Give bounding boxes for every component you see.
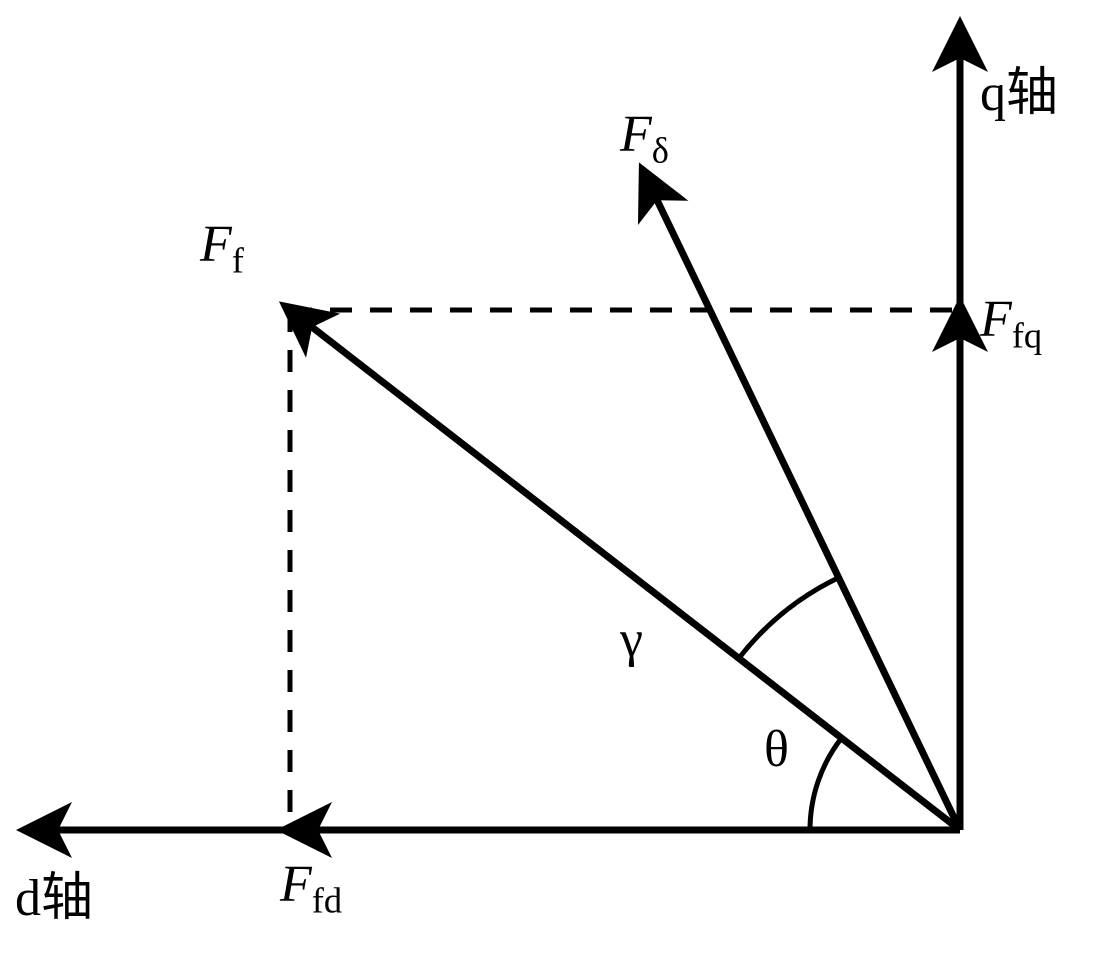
Ffd-label: Ffd [280, 855, 342, 921]
Ff-label: Ff [200, 215, 244, 281]
d-axis-label: d轴 [15, 855, 93, 930]
Fdelta-label: Fδ [620, 105, 669, 171]
gamma-label: γ [620, 610, 643, 669]
q-axis-label: q轴 [980, 50, 1058, 125]
diagram-svg [0, 0, 1104, 962]
vector-Ff [290, 310, 960, 830]
theta-label: θ [764, 720, 789, 779]
arc-gamma [739, 577, 839, 657]
Ffq-label: Ffq [980, 290, 1042, 356]
arc-theta [810, 738, 842, 830]
vector-diagram: q轴 d轴 Ffd Ffq Ff Fδ θ γ [0, 0, 1104, 962]
vector-Fdelta [645, 175, 960, 830]
